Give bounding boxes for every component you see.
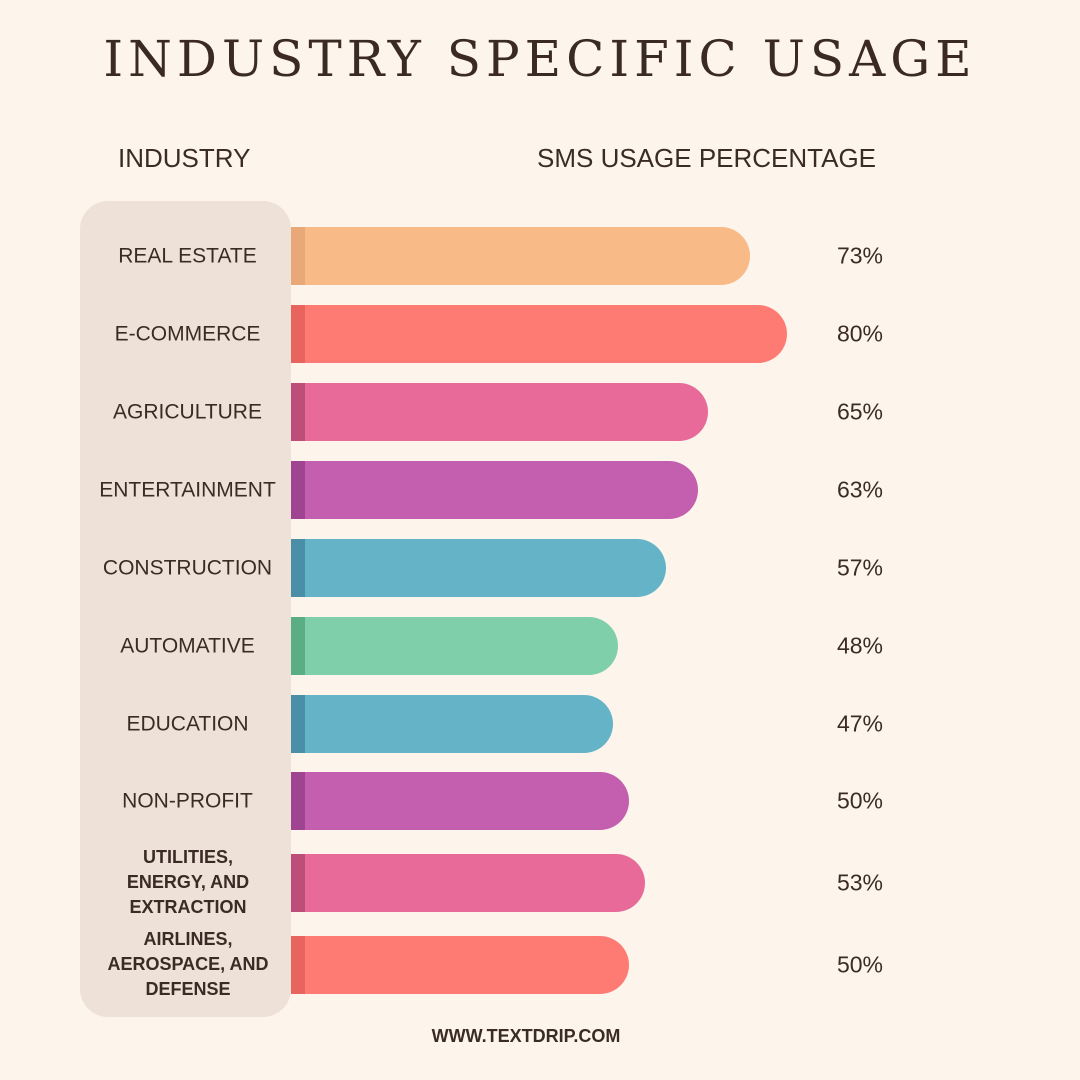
- category-panel: [80, 201, 291, 1017]
- bar-accent: [291, 617, 305, 675]
- category-label: REAL ESTATE: [118, 244, 257, 268]
- category-label: AIRLINES, AEROSPACE, AND DEFENSE: [107, 929, 269, 1000]
- value-label: 73%: [836, 242, 884, 269]
- value-label: 50%: [836, 787, 884, 814]
- bar-accent: [291, 383, 305, 441]
- bar-accent: [291, 772, 305, 830]
- bar-accent: [291, 539, 305, 597]
- category-label: NON-PROFIT: [122, 789, 253, 813]
- bar-accent: [291, 854, 305, 912]
- bar: [291, 854, 645, 912]
- value-label: 65%: [836, 398, 884, 425]
- bar-accent: [291, 695, 305, 753]
- bar: [291, 539, 666, 597]
- value-header: SMS USAGE PERCENTAGE: [537, 143, 877, 173]
- bar-accent: [291, 305, 305, 363]
- bar-accent: [291, 936, 305, 994]
- bar: [291, 936, 629, 994]
- value-label: 50%: [836, 951, 884, 978]
- bar: [291, 695, 614, 753]
- bar: [291, 461, 698, 519]
- bar: [291, 227, 751, 285]
- category-header: INDUSTRY: [118, 143, 251, 173]
- bar-accent: [291, 227, 305, 285]
- value-label: 80%: [836, 320, 884, 347]
- bar: [291, 617, 619, 675]
- chart-title: INDUSTRY SPECIFIC USAGE: [103, 30, 977, 88]
- category-label: E-COMMERCE: [114, 322, 261, 346]
- value-label: 63%: [836, 476, 884, 503]
- category-label: EDUCATION: [126, 712, 249, 736]
- value-label: 53%: [836, 869, 884, 896]
- category-label: UTILITIES, ENERGY, AND EXTRACTION: [126, 847, 250, 918]
- category-label: AUTOMATIVE: [120, 634, 255, 658]
- value-label: 57%: [836, 554, 884, 581]
- bar-accent: [291, 461, 305, 519]
- footer-url: WWW.TEXTDRIP.COM: [431, 1026, 621, 1046]
- bar: [291, 383, 709, 441]
- bar: [291, 305, 788, 363]
- value-label: 47%: [836, 710, 884, 737]
- bar: [291, 772, 629, 830]
- category-label: ENTERTAINMENT: [99, 478, 276, 502]
- category-label: CONSTRUCTION: [102, 556, 273, 580]
- category-label: AGRICULTURE: [113, 400, 262, 424]
- value-label: 48%: [836, 632, 884, 659]
